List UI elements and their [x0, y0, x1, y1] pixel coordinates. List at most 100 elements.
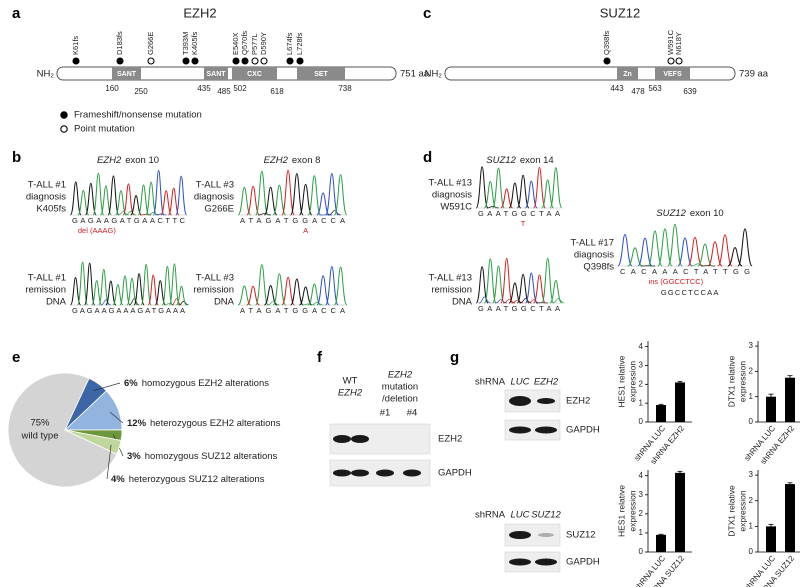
bar	[656, 534, 666, 552]
trace-peak	[727, 247, 743, 267]
blot-band	[333, 435, 351, 443]
mutation-label: D183fs	[115, 31, 124, 55]
sample-label: T-ALL #1	[28, 273, 66, 284]
trace-peak	[475, 266, 489, 304]
mutation-label: K405fs	[190, 31, 199, 55]
y-axis-label: expression	[627, 361, 637, 402]
trace-peak	[690, 263, 706, 267]
slice-category: heterozygous EZH2 alterations	[150, 418, 281, 429]
trace-peak	[687, 236, 703, 267]
y-tick-label: 3	[749, 341, 754, 350]
sample-label: remission	[193, 285, 234, 296]
sample-label: remission	[431, 285, 472, 296]
position: 639	[683, 87, 697, 96]
trace-peak	[299, 286, 313, 306]
blot-band	[535, 558, 557, 566]
frameshift-mutation	[232, 57, 240, 65]
frameshift-mutation	[182, 57, 190, 65]
frameshift-mutation	[286, 57, 294, 65]
trace-peak	[255, 264, 269, 306]
blot-band	[376, 469, 394, 477]
trace-peak	[126, 277, 138, 306]
slice-label: 12% heterozygous EZH2 alterations	[127, 418, 281, 429]
domain	[297, 67, 345, 80]
trace-peak	[516, 174, 530, 209]
trace-peak	[657, 228, 673, 267]
trace-peak	[524, 180, 538, 209]
bar	[785, 377, 795, 422]
trace-peak	[147, 274, 159, 306]
y-axis-label: HES1 relative	[616, 355, 626, 407]
trace-peak	[478, 296, 491, 304]
blot-band	[351, 469, 369, 477]
trace-peak	[154, 280, 166, 306]
trace-peak	[130, 195, 142, 216]
slice-label: wild type	[21, 431, 59, 442]
protein-label: GAPDH	[566, 557, 600, 568]
protein-label: GAPDH	[566, 425, 600, 436]
gene-name: SUZ12	[486, 155, 516, 166]
lane-header: EZH2	[388, 370, 413, 381]
y-tick-label: 2	[749, 366, 754, 375]
mutation-label: G266E	[146, 32, 155, 55]
n-terminus: NH₂	[37, 69, 55, 80]
blot-band	[537, 398, 555, 404]
position: 738	[338, 84, 352, 93]
position: 618	[270, 87, 284, 96]
frameshift-mutation	[191, 57, 199, 65]
y-axis-label: expression	[627, 490, 637, 531]
trace-peak	[697, 243, 713, 267]
sample-label: T-ALL #3	[196, 180, 234, 191]
y-tick-label: 0	[639, 547, 644, 556]
domain	[232, 67, 277, 80]
trace-peak	[677, 237, 693, 267]
trace-peak	[316, 275, 330, 306]
panel-label: d	[423, 149, 432, 166]
trace-peak	[500, 257, 514, 304]
trace-peak	[129, 298, 140, 306]
mutation-label: L674fs	[285, 32, 294, 55]
trace-peak	[171, 298, 182, 306]
trace-peak	[552, 298, 565, 304]
slice-value: 3%	[127, 451, 141, 462]
y-tick-label: 1	[639, 528, 644, 537]
trace-peak	[258, 212, 271, 216]
sample-label: K405fs	[36, 204, 66, 215]
position: 563	[648, 84, 662, 93]
panel-label: f	[317, 349, 323, 366]
trace-peak	[237, 285, 251, 306]
slice-label: 6% homozygous EZH2 alterations	[124, 378, 269, 389]
shrna-label: shRNA	[475, 510, 506, 521]
sequence: ATAGATGGACCA	[240, 306, 345, 315]
bar	[675, 472, 685, 552]
legend-label: Frameshift/nonsense mutation	[74, 110, 202, 121]
trace-peak	[333, 266, 348, 306]
mutation-label: D590Y	[259, 32, 268, 55]
panel-label: c	[423, 5, 431, 22]
trace-peak	[281, 276, 295, 306]
y-tick-label: 0	[749, 547, 754, 556]
trace-peak	[117, 211, 129, 216]
exon-header: EZH2 exon 10	[97, 155, 159, 166]
lane-header: mutation	[382, 382, 418, 393]
y-axis-label: expression	[737, 490, 747, 531]
sample-label: W591C	[440, 202, 472, 213]
trace-peak	[508, 182, 522, 209]
trace-peak	[310, 301, 324, 306]
blot-band	[509, 426, 531, 434]
leader-line	[93, 382, 121, 392]
trace-peak	[155, 213, 167, 216]
position: 485	[217, 87, 231, 96]
trace-peak	[168, 263, 180, 306]
sequence: GGCCTCCAA	[661, 288, 720, 297]
lane-label: EZH2	[534, 377, 559, 388]
domain-label: SET	[314, 71, 328, 78]
lane-header: EZH2	[338, 388, 363, 399]
domain-label: Zn	[623, 71, 632, 78]
trace-peak	[700, 265, 716, 267]
blot-band	[509, 531, 531, 539]
trace-peak	[178, 300, 189, 306]
trace-peak	[541, 179, 555, 209]
trace-peak	[147, 211, 159, 216]
